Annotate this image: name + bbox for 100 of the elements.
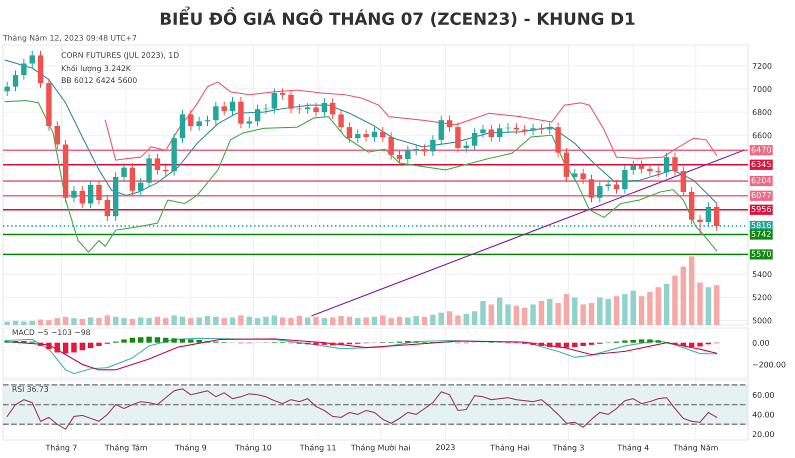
bar — [496, 298, 502, 325]
candlestick — [238, 96, 244, 129]
bar — [46, 320, 52, 325]
bar — [380, 315, 386, 325]
candlestick — [346, 122, 352, 144]
bar — [480, 300, 486, 325]
candlestick — [363, 128, 369, 142]
bar — [446, 311, 452, 325]
bar — [488, 304, 494, 325]
bar — [706, 287, 712, 325]
bar — [688, 256, 694, 325]
line-series — [4, 100, 718, 253]
bar — [4, 322, 10, 325]
bar — [672, 276, 678, 325]
candlestick — [138, 178, 144, 196]
bar — [572, 298, 578, 325]
bar — [372, 316, 378, 325]
bar — [54, 318, 60, 325]
bar — [472, 311, 478, 325]
bar — [455, 315, 461, 325]
bar — [422, 316, 428, 325]
bar — [112, 316, 118, 325]
candlestick — [588, 174, 594, 203]
bar — [538, 300, 544, 325]
candlestick — [505, 122, 511, 134]
candlestick — [313, 102, 319, 118]
candlestick — [204, 115, 210, 126]
bar — [438, 312, 444, 325]
bar — [614, 296, 620, 325]
bar — [62, 316, 68, 325]
bar — [138, 317, 144, 325]
candlestick — [638, 160, 644, 174]
candlestick — [30, 50, 35, 69]
candlestick — [12, 70, 18, 92]
candlestick — [372, 126, 378, 142]
candlestick — [54, 120, 60, 150]
bar — [413, 316, 419, 325]
candlestick — [396, 150, 402, 164]
bar — [80, 318, 86, 325]
bar — [346, 316, 352, 325]
candlestick — [697, 214, 703, 236]
bar — [296, 316, 302, 325]
candlestick — [422, 144, 428, 157]
candlestick — [572, 168, 578, 182]
bar — [547, 298, 552, 325]
candlestick — [272, 88, 277, 114]
bar — [522, 308, 528, 325]
candlestick — [280, 88, 286, 100]
bar — [263, 316, 269, 325]
candlestick — [130, 162, 136, 196]
ref-line-label: 5816 — [752, 222, 771, 228]
candlestick — [338, 109, 344, 132]
bar — [254, 318, 260, 325]
bar — [104, 315, 110, 325]
candlestick — [230, 96, 236, 116]
ref-line-label: 5742 — [752, 230, 771, 237]
candlestick — [496, 123, 502, 142]
bar — [280, 317, 286, 325]
candlestick — [380, 126, 386, 142]
candlestick — [4, 82, 10, 96]
bar — [664, 284, 670, 325]
candlestick — [96, 180, 102, 206]
bar — [163, 318, 168, 325]
bar — [71, 318, 77, 325]
bar — [363, 317, 369, 325]
candlestick — [614, 179, 620, 194]
candlestick — [154, 153, 160, 176]
bar — [272, 315, 277, 325]
candlestick — [71, 186, 77, 203]
candlestick — [121, 162, 127, 182]
candlestick — [80, 186, 86, 209]
ref-line-label: 5956 — [752, 206, 771, 212]
bar — [355, 318, 360, 325]
candlestick — [672, 152, 678, 176]
bar — [338, 316, 344, 325]
ref-line-label: 6204 — [752, 177, 772, 184]
bar — [597, 298, 603, 325]
bar — [605, 298, 611, 325]
bar — [213, 316, 219, 325]
candlestick — [330, 98, 336, 120]
candlestick — [213, 101, 219, 126]
candlestick — [430, 134, 436, 157]
bar — [697, 282, 703, 325]
bar — [564, 294, 570, 325]
bar — [171, 315, 177, 325]
bar — [21, 322, 27, 325]
bar — [130, 318, 136, 325]
candlestick — [188, 109, 194, 132]
bar — [588, 303, 594, 325]
bar — [288, 318, 294, 325]
ref-line-label: 6470 — [752, 146, 771, 153]
bar — [121, 318, 127, 325]
candlestick — [446, 115, 452, 132]
bar — [464, 314, 469, 325]
candlestick — [413, 144, 419, 156]
bar — [146, 318, 152, 325]
candlestick — [322, 98, 328, 118]
bar — [647, 292, 653, 325]
candlestick — [514, 122, 520, 135]
candlestick — [472, 128, 478, 151]
